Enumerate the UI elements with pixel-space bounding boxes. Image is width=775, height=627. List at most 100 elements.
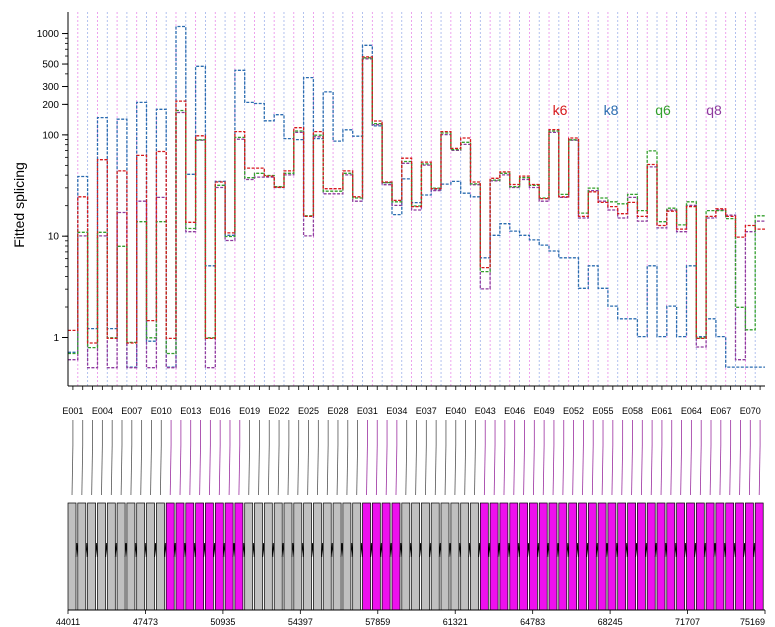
x-tick-label: E040 bbox=[445, 406, 466, 416]
connector-diagonal bbox=[356, 444, 358, 496]
exon-block bbox=[430, 502, 440, 611]
connector-diagonal bbox=[483, 444, 486, 496]
exon-block bbox=[263, 502, 273, 611]
x-tick-label: E058 bbox=[622, 406, 643, 416]
connector-diagonal bbox=[680, 444, 682, 496]
exon-block bbox=[754, 502, 764, 611]
connector-diagonal bbox=[228, 444, 231, 496]
connector-diagonal bbox=[267, 444, 270, 496]
connector-diagonal bbox=[120, 444, 123, 496]
exon-block bbox=[538, 502, 548, 611]
x-tick-label: E046 bbox=[504, 406, 525, 416]
connector-diagonal bbox=[660, 444, 663, 496]
connector-diagonal bbox=[140, 444, 143, 496]
exon-block bbox=[342, 502, 352, 611]
connector-diagonal bbox=[209, 444, 211, 496]
connector-diagonal bbox=[287, 444, 290, 496]
connector-diagonal bbox=[346, 444, 349, 496]
connector-diagonal bbox=[631, 444, 633, 496]
exon-block bbox=[489, 502, 499, 611]
connector-diagonal bbox=[199, 444, 201, 496]
gene-tick-label: 50935 bbox=[210, 617, 235, 627]
exon-block bbox=[578, 502, 587, 611]
x-axis-exon-ticks: E001 E004 E007 E010 E013 E016 E019 E022 E025 E028… bbox=[62, 386, 761, 416]
x-tick-label: E037 bbox=[416, 406, 437, 416]
y-tick-label: 10 bbox=[48, 232, 60, 243]
exon-block bbox=[597, 502, 607, 611]
exon-block bbox=[421, 502, 430, 611]
connector-diagonal bbox=[101, 444, 103, 496]
connector-diagonal bbox=[189, 444, 192, 496]
connector-diagonal bbox=[621, 444, 624, 496]
connector-diagonal bbox=[709, 444, 712, 496]
exon-block bbox=[283, 502, 293, 611]
connector-diagonal bbox=[454, 444, 457, 496]
x-tick-label: E013 bbox=[180, 406, 201, 416]
connector-diagonal bbox=[297, 444, 300, 496]
gene-tick-label: 54397 bbox=[288, 617, 313, 627]
exon-block bbox=[205, 502, 214, 611]
x-tick-label: E049 bbox=[534, 406, 555, 416]
connector-diagonal bbox=[81, 444, 84, 496]
exon-block bbox=[499, 502, 509, 611]
connector-diagonal bbox=[385, 444, 388, 496]
exon-block bbox=[106, 502, 116, 611]
axes bbox=[67, 12, 765, 387]
exon-connectors bbox=[71, 420, 761, 496]
exon-block bbox=[116, 502, 126, 611]
x-tick-label: E067 bbox=[710, 406, 731, 416]
connector-diagonal bbox=[169, 444, 172, 496]
connector-diagonal bbox=[611, 444, 614, 496]
y-tick-label: 300 bbox=[42, 82, 59, 93]
exon-block bbox=[509, 502, 519, 611]
x-tick-label: E034 bbox=[386, 406, 407, 416]
exon-block bbox=[332, 502, 342, 611]
connector-diagonal bbox=[179, 444, 182, 496]
connector-diagonal bbox=[248, 444, 251, 496]
exon-block bbox=[568, 502, 578, 611]
exon-block bbox=[411, 502, 420, 611]
x-tick-label: E070 bbox=[740, 406, 761, 416]
connector-diagonal bbox=[699, 444, 702, 496]
connector-diagonal bbox=[729, 444, 732, 496]
x-tick-label: E043 bbox=[475, 406, 496, 416]
connector-diagonal bbox=[425, 444, 427, 496]
connector-diagonal bbox=[336, 444, 339, 496]
connector-diagonal bbox=[150, 444, 152, 496]
y-tick-label: 500 bbox=[42, 60, 59, 71]
connector-diagonal bbox=[533, 444, 535, 496]
legend: k6 k8 q6 q8 bbox=[553, 102, 722, 118]
x-tick-label: E061 bbox=[651, 406, 672, 416]
exon-block bbox=[440, 502, 450, 611]
exon-block bbox=[558, 502, 568, 611]
connector-diagonal bbox=[641, 444, 643, 496]
exon-block bbox=[587, 502, 597, 611]
x-tick-label: E052 bbox=[563, 406, 584, 416]
exon-block bbox=[146, 502, 155, 611]
exon-block bbox=[273, 502, 283, 611]
connector-diagonal bbox=[130, 444, 133, 496]
connector-diagonal bbox=[91, 444, 93, 496]
gene-tick-label: 61321 bbox=[443, 617, 468, 627]
exon-block bbox=[391, 502, 401, 611]
gene-tick-label: 57859 bbox=[365, 617, 390, 627]
exon-block bbox=[695, 502, 705, 611]
gene-axis-ticks: 44011 47473 50935 54397 57859 61321 64783 68245… bbox=[56, 610, 766, 627]
legend-entry-q8: q8 bbox=[706, 102, 722, 118]
y-tick-label: 100 bbox=[42, 130, 59, 141]
gene-tick-label: 64783 bbox=[520, 617, 545, 627]
exon-block bbox=[637, 502, 646, 611]
connector-diagonal bbox=[601, 444, 604, 496]
exon-block bbox=[195, 502, 204, 611]
exon-block bbox=[460, 502, 470, 611]
exon-block bbox=[715, 502, 725, 611]
connector-diagonal bbox=[474, 444, 476, 496]
exon-block bbox=[303, 502, 312, 611]
gene-tick-label: 68245 bbox=[598, 617, 623, 627]
connector-diagonal bbox=[591, 444, 594, 496]
exon-block bbox=[77, 502, 87, 611]
connector-diagonal bbox=[366, 444, 368, 496]
connector-diagonal bbox=[395, 444, 398, 496]
connector-diagonal bbox=[650, 444, 653, 496]
